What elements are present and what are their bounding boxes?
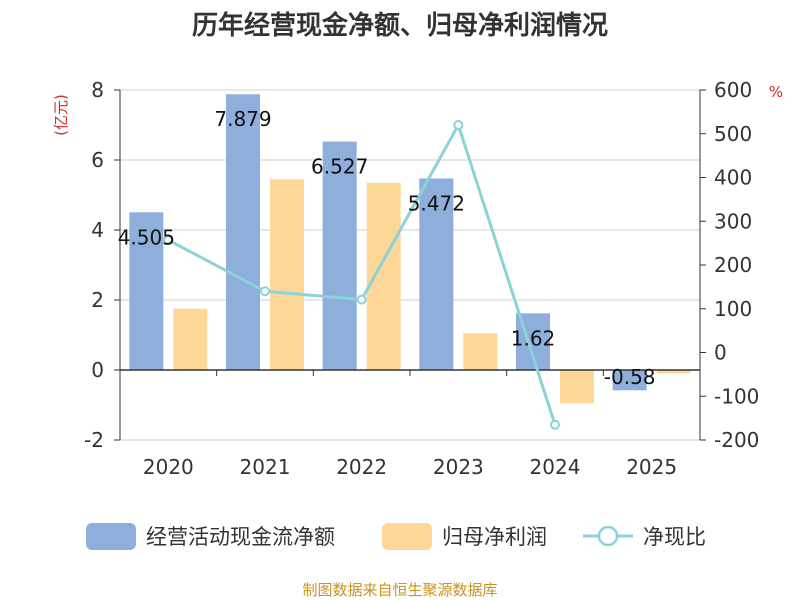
- right-tick-label: -200: [714, 428, 759, 452]
- left-tick-label: 4: [91, 218, 104, 242]
- left-tick-label: 2: [91, 288, 104, 312]
- data-label: 6.527: [311, 155, 368, 179]
- ratio-point: [550, 419, 560, 430]
- data-label: 7.879: [214, 107, 271, 131]
- data-label: 1.62: [511, 326, 556, 350]
- data-label: 4.505: [118, 225, 175, 249]
- left-axis-unit: (亿元): [52, 94, 70, 136]
- legend-label: 净现比: [643, 525, 706, 549]
- bar-netprofit: [173, 308, 208, 370]
- ratio-point: [356, 294, 367, 305]
- x-tick-label: 2022: [336, 455, 387, 479]
- x-tick-label: 2020: [143, 455, 194, 479]
- left-tick-label: 8: [91, 78, 104, 102]
- bar-netprofit: [463, 333, 498, 370]
- data-label: -0.58: [604, 365, 656, 389]
- bar-netprofit: [656, 370, 691, 374]
- bar-cashflow: [612, 370, 647, 391]
- bar-cashflow: [322, 141, 357, 370]
- bar-cashflow: [129, 212, 164, 370]
- x-tick-label: 2025: [626, 455, 677, 479]
- ratio-point: [260, 286, 270, 297]
- left-tick-label: 6: [91, 148, 104, 172]
- left-tick-label: -2: [84, 428, 104, 452]
- ratio-point: [163, 235, 174, 246]
- x-tick-label: 2021: [240, 455, 291, 479]
- right-tick-label: 300: [714, 209, 752, 233]
- data-label: 5.472: [408, 191, 465, 215]
- right-tick-label: 0: [714, 341, 727, 365]
- legend-swatch: [86, 523, 136, 550]
- right-tick-label: -100: [714, 384, 759, 408]
- right-tick-label: 100: [714, 297, 752, 321]
- chart-title: 历年经营现金净额、归母净利润情况: [192, 10, 608, 41]
- ratio-point: [453, 120, 464, 130]
- bars: [129, 94, 691, 404]
- bar-cashflow: [419, 178, 454, 370]
- bar-netprofit: [366, 182, 401, 370]
- right-tick-label: 600: [714, 78, 752, 102]
- legend: 经营活动现金流净额 归母净利润 净现比: [86, 523, 706, 550]
- legend-marker: [597, 525, 619, 547]
- axes: -2 0 2 4 6 8 -200 -100 0 100 200 300 400 500 600 2020 20…: [84, 78, 759, 479]
- bar-netprofit: [270, 179, 304, 370]
- right-tick-label: 500: [714, 122, 752, 146]
- x-tick-label: 2024: [530, 455, 581, 479]
- legend-swatch: [382, 523, 432, 550]
- bar-netprofit: [560, 370, 594, 404]
- ratio-line: [163, 120, 560, 430]
- legend-label: 经营活动现金流净额: [146, 525, 335, 549]
- right-axis-unit: %: [769, 83, 783, 101]
- right-tick-label: 400: [714, 166, 752, 190]
- source-note: 制图数据来自恒生聚源数据库: [302, 581, 497, 599]
- right-tick-label: 200: [714, 253, 752, 277]
- left-tick-label: 0: [91, 358, 104, 382]
- legend-label: 归母净利润: [442, 525, 547, 549]
- x-tick-label: 2023: [433, 455, 484, 479]
- bar-cashflow: [226, 94, 260, 371]
- data-labels: 4.505 7.879 6.527 5.472 1.62 -0.58: [118, 107, 656, 389]
